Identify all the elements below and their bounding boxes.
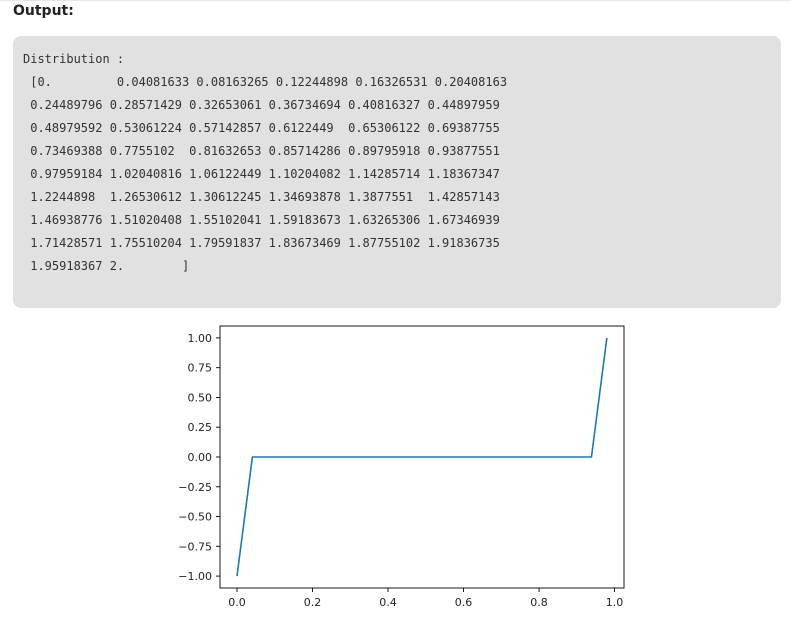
code-output-line: 1.46938776 1.51020408 1.55102041 1.59183…	[23, 213, 500, 227]
code-output-line: 1.2244898 1.26530612 1.30612245 1.346938…	[23, 190, 500, 204]
code-output-box: Distribution : [0. 0.04081633 0.08163265…	[13, 36, 781, 308]
y-tick-label: 0.50	[188, 391, 213, 404]
code-output-line: 0.73469388 0.7755102 0.81632653 0.857142…	[23, 144, 500, 158]
x-tick-label: 0.6	[455, 596, 473, 609]
x-tick-label: 0.0	[228, 596, 246, 609]
code-output-line: 1.71428571 1.75510204 1.79591837 1.83673…	[23, 236, 500, 250]
x-tick-label: 0.2	[304, 596, 322, 609]
y-tick-label: 0.75	[188, 362, 213, 375]
code-output-line: 0.24489796 0.28571429 0.32653061 0.36734…	[23, 98, 500, 112]
y-tick-label: 0.00	[188, 451, 213, 464]
code-output-line: [0. 0.04081633 0.08163265 0.12244898 0.1…	[23, 75, 508, 89]
y-tick-label: −1.00	[178, 570, 212, 583]
code-output-text: Distribution : [0. 0.04081633 0.08163265…	[23, 48, 507, 278]
y-tick-label: 0.25	[188, 421, 213, 434]
series-line	[236, 337, 608, 577]
x-tick-label: 1.0	[606, 596, 624, 609]
x-tick-label: 0.8	[530, 596, 548, 609]
code-output-header-line: Distribution :	[23, 52, 125, 66]
code-output-line: 0.97959184 1.02040816 1.06122449 1.10204…	[23, 167, 500, 181]
x-tick-label: 0.4	[379, 596, 397, 609]
y-tick-label: −0.25	[178, 481, 212, 494]
code-output-line: 1.95918367 2. ]	[23, 259, 190, 273]
line-chart: 1.00 0.75 0.50 0.25 0.00 −0.25 −0.50 −0.75 −1.00…	[178, 325, 625, 609]
y-tick-label: 1.00	[188, 332, 213, 345]
y-tick-label: −0.75	[178, 540, 212, 553]
output-heading: Output:	[13, 3, 74, 19]
code-output-line: 0.48979592 0.53061224 0.57142857 0.61224…	[23, 121, 500, 135]
top-divider	[0, 0, 791, 1]
y-tick-label: −0.50	[178, 511, 212, 524]
